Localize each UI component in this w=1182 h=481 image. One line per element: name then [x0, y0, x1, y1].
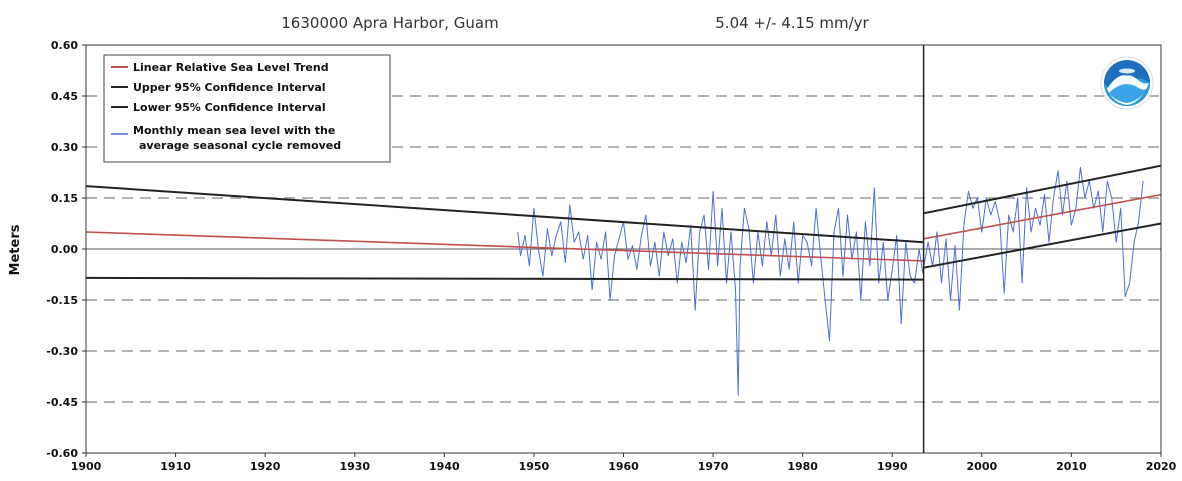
- series-lines: [85, 164, 1162, 396]
- y-tick-label-3: 0.15: [51, 192, 78, 205]
- series-linear-trend-segment-1: [923, 193, 1162, 240]
- series-linear-trend-segment-0: [85, 231, 924, 262]
- x-tick-label-11: 2010: [1056, 460, 1087, 473]
- series-monthly-mean-sea-level: [517, 166, 1144, 396]
- chart-title-station: 1630000 Apra Harbor, Guam: [281, 14, 498, 32]
- y-tick-label-8: -0.60: [46, 447, 78, 460]
- legend-label-lower-ci: Lower 95% Confidence Interval: [133, 101, 326, 114]
- y-tick-label-6: -0.30: [46, 345, 78, 358]
- x-tick-label-1: 1910: [160, 460, 191, 473]
- chart-legend: Linear Relative Sea Level Trend Upper 95…: [103, 54, 391, 163]
- y-tick-label-4: 0.00: [51, 243, 78, 256]
- x-tick-labels: 1900 1910 1920 1930 1940 1950 1960 1970 1980 1990…: [71, 453, 1177, 473]
- series-lower-ci-segment-0: [85, 276, 924, 281]
- y-tick-labels: 0.60 0.45 0.30 0.15 0.00 -0.15 -0.30 -0.45 -0.60: [46, 39, 86, 460]
- chart-title-rate: 5.04 +/- 4.15 mm/yr: [715, 14, 869, 32]
- x-tick-label-12: 2020: [1146, 460, 1177, 473]
- legend-label-trend: Linear Relative Sea Level Trend: [133, 61, 329, 74]
- y-tick-label-7: -0.45: [46, 396, 78, 409]
- series-upper-ci-segment-1: [923, 164, 1162, 215]
- x-tick-label-10: 2000: [967, 460, 998, 473]
- legend-label-monthly-mean: Monthly mean sea level with the: [133, 124, 335, 137]
- noaa-logo: [1100, 56, 1154, 110]
- x-tick-label-9: 1990: [877, 460, 908, 473]
- x-tick-label-0: 1900: [71, 460, 102, 473]
- horizontal-gridlines: [86, 95, 1161, 403]
- y-tick-label-0: 0.60: [51, 39, 78, 52]
- x-tick-label-4: 1940: [429, 460, 460, 473]
- y-tick-label-5: -0.15: [46, 294, 78, 307]
- x-tick-label-8: 1980: [787, 460, 818, 473]
- x-tick-label-5: 1950: [519, 460, 550, 473]
- x-tick-label-2: 1920: [250, 460, 281, 473]
- legend-label-upper-ci: Upper 95% Confidence Interval: [133, 81, 326, 94]
- y-tick-label-1: 0.45: [51, 90, 78, 103]
- x-tick-label-7: 1970: [698, 460, 729, 473]
- y-axis-label: Meters: [8, 224, 23, 275]
- series-lower-ci-segment-1: [923, 222, 1162, 269]
- y-tick-label-2: 0.30: [51, 141, 78, 154]
- x-tick-label-6: 1960: [608, 460, 639, 473]
- x-tick-label-3: 1930: [339, 460, 370, 473]
- legend-box: [103, 54, 391, 163]
- plot-frame: [85, 44, 1162, 454]
- series-upper-ci-segment-0: [85, 185, 924, 244]
- legend-label-monthly-mean-line2: average seasonal cycle removed: [139, 139, 341, 152]
